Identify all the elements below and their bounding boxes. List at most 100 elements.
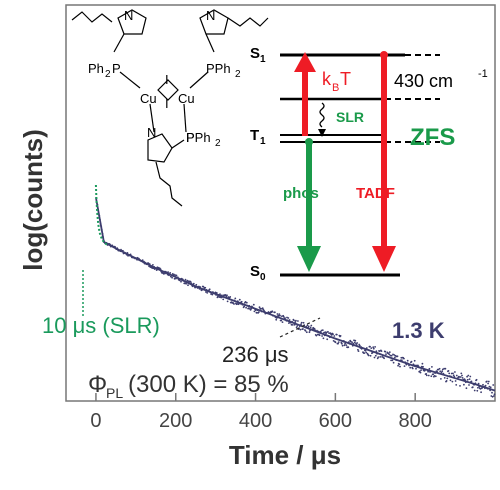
data-point	[335, 333, 338, 336]
data-point	[420, 369, 422, 371]
left-ring-to-p-bond	[113, 33, 125, 53]
data-point	[333, 335, 336, 337]
data-point	[373, 356, 376, 359]
data-point	[451, 380, 454, 383]
data-point	[322, 337, 325, 340]
gap-exponent: -1	[478, 68, 488, 80]
data-point	[384, 350, 387, 353]
data-point	[281, 321, 284, 323]
data-point	[277, 314, 280, 317]
data-point	[258, 311, 260, 313]
data-point	[299, 328, 302, 331]
data-point	[279, 314, 281, 317]
data-point	[406, 359, 409, 362]
data-point	[202, 285, 205, 288]
data-point	[419, 371, 422, 374]
data-point	[169, 272, 172, 274]
data-point	[354, 339, 357, 342]
data-point	[321, 335, 323, 337]
data-point	[466, 375, 468, 378]
kbt-t: T	[340, 69, 351, 89]
data-point	[449, 379, 452, 382]
data-point	[425, 374, 428, 377]
data-point	[439, 370, 442, 373]
right-n-label: N	[206, 8, 215, 23]
zfs-label: ZFS	[410, 124, 455, 151]
data-point	[305, 331, 308, 334]
data-point	[304, 329, 307, 332]
data-point	[491, 395, 494, 398]
data-point	[482, 383, 484, 386]
data-point	[218, 296, 221, 298]
data-point	[310, 324, 313, 327]
data-point	[385, 353, 387, 355]
data-point	[398, 363, 401, 366]
data-point	[240, 300, 243, 303]
data-point	[443, 367, 445, 370]
data-point	[295, 319, 297, 322]
data-point	[271, 310, 274, 313]
data-point	[375, 350, 378, 353]
structure-labels: Ph 2 P PPh 2 Cu Cu I I P PPh 2 N N N	[88, 8, 241, 149]
x-tick-label-600: 600	[319, 410, 352, 432]
lower-ring-to-p-bond	[171, 139, 185, 149]
tadf-label: TADF	[356, 185, 395, 202]
kbt-label: k	[322, 69, 332, 89]
fit-line	[95, 197, 496, 392]
y-axis-title: log(counts)	[18, 129, 48, 271]
data-point	[282, 316, 285, 318]
x-axis-title: Time / μs	[229, 440, 341, 470]
data-point	[490, 395, 493, 397]
data-point	[185, 282, 188, 285]
data-point	[372, 347, 375, 350]
data-point	[491, 391, 493, 394]
data-point	[175, 274, 178, 277]
data-point	[208, 288, 211, 291]
plot-frame	[65, 4, 496, 402]
data-point	[379, 356, 382, 358]
cu-n-bond	[149, 103, 155, 133]
data-point	[365, 351, 368, 354]
right-pph2-sub: 2	[235, 69, 241, 80]
data-point	[465, 387, 468, 390]
data-point	[297, 320, 299, 322]
data-point	[427, 374, 430, 377]
data-point	[184, 278, 187, 281]
data-point	[484, 384, 487, 387]
data-point	[441, 370, 444, 373]
tadf-arrow-head	[372, 246, 396, 272]
data-point	[229, 296, 232, 298]
data-point	[422, 365, 424, 368]
slr-wavy-arrow	[319, 102, 325, 128]
data-point	[278, 313, 281, 315]
data-point	[440, 378, 442, 380]
data-point	[300, 321, 303, 324]
upper-i-label: I	[165, 72, 169, 87]
data-point	[300, 323, 302, 325]
right-cu-label: Cu	[178, 91, 195, 106]
data-point	[388, 353, 391, 356]
left-ph2p-sub: 2	[105, 69, 111, 80]
data-point	[476, 389, 479, 392]
data-point	[180, 280, 182, 283]
data-point	[351, 341, 353, 344]
data-point	[377, 356, 380, 358]
left-triazole-ring	[117, 9, 147, 35]
x-tick-label-200: 200	[159, 410, 192, 432]
energy-level-diagram: S 1 T 1 S 0 k B T 430 cm -1 SLR ZFS phos	[250, 45, 488, 283]
lower-i-label: I	[165, 96, 169, 111]
temperature-label: 1.3 K	[392, 318, 445, 343]
data-point	[470, 380, 473, 383]
data-point	[455, 384, 458, 386]
data-point	[394, 356, 396, 359]
data-point	[313, 327, 316, 330]
data-point	[374, 354, 377, 357]
data-point	[204, 286, 207, 289]
data-point	[192, 282, 195, 285]
data-point	[399, 365, 401, 368]
s1-label: S	[250, 45, 260, 62]
data-point	[226, 294, 228, 297]
data-point	[450, 372, 453, 375]
data-point	[353, 341, 356, 344]
data-point	[403, 365, 406, 367]
